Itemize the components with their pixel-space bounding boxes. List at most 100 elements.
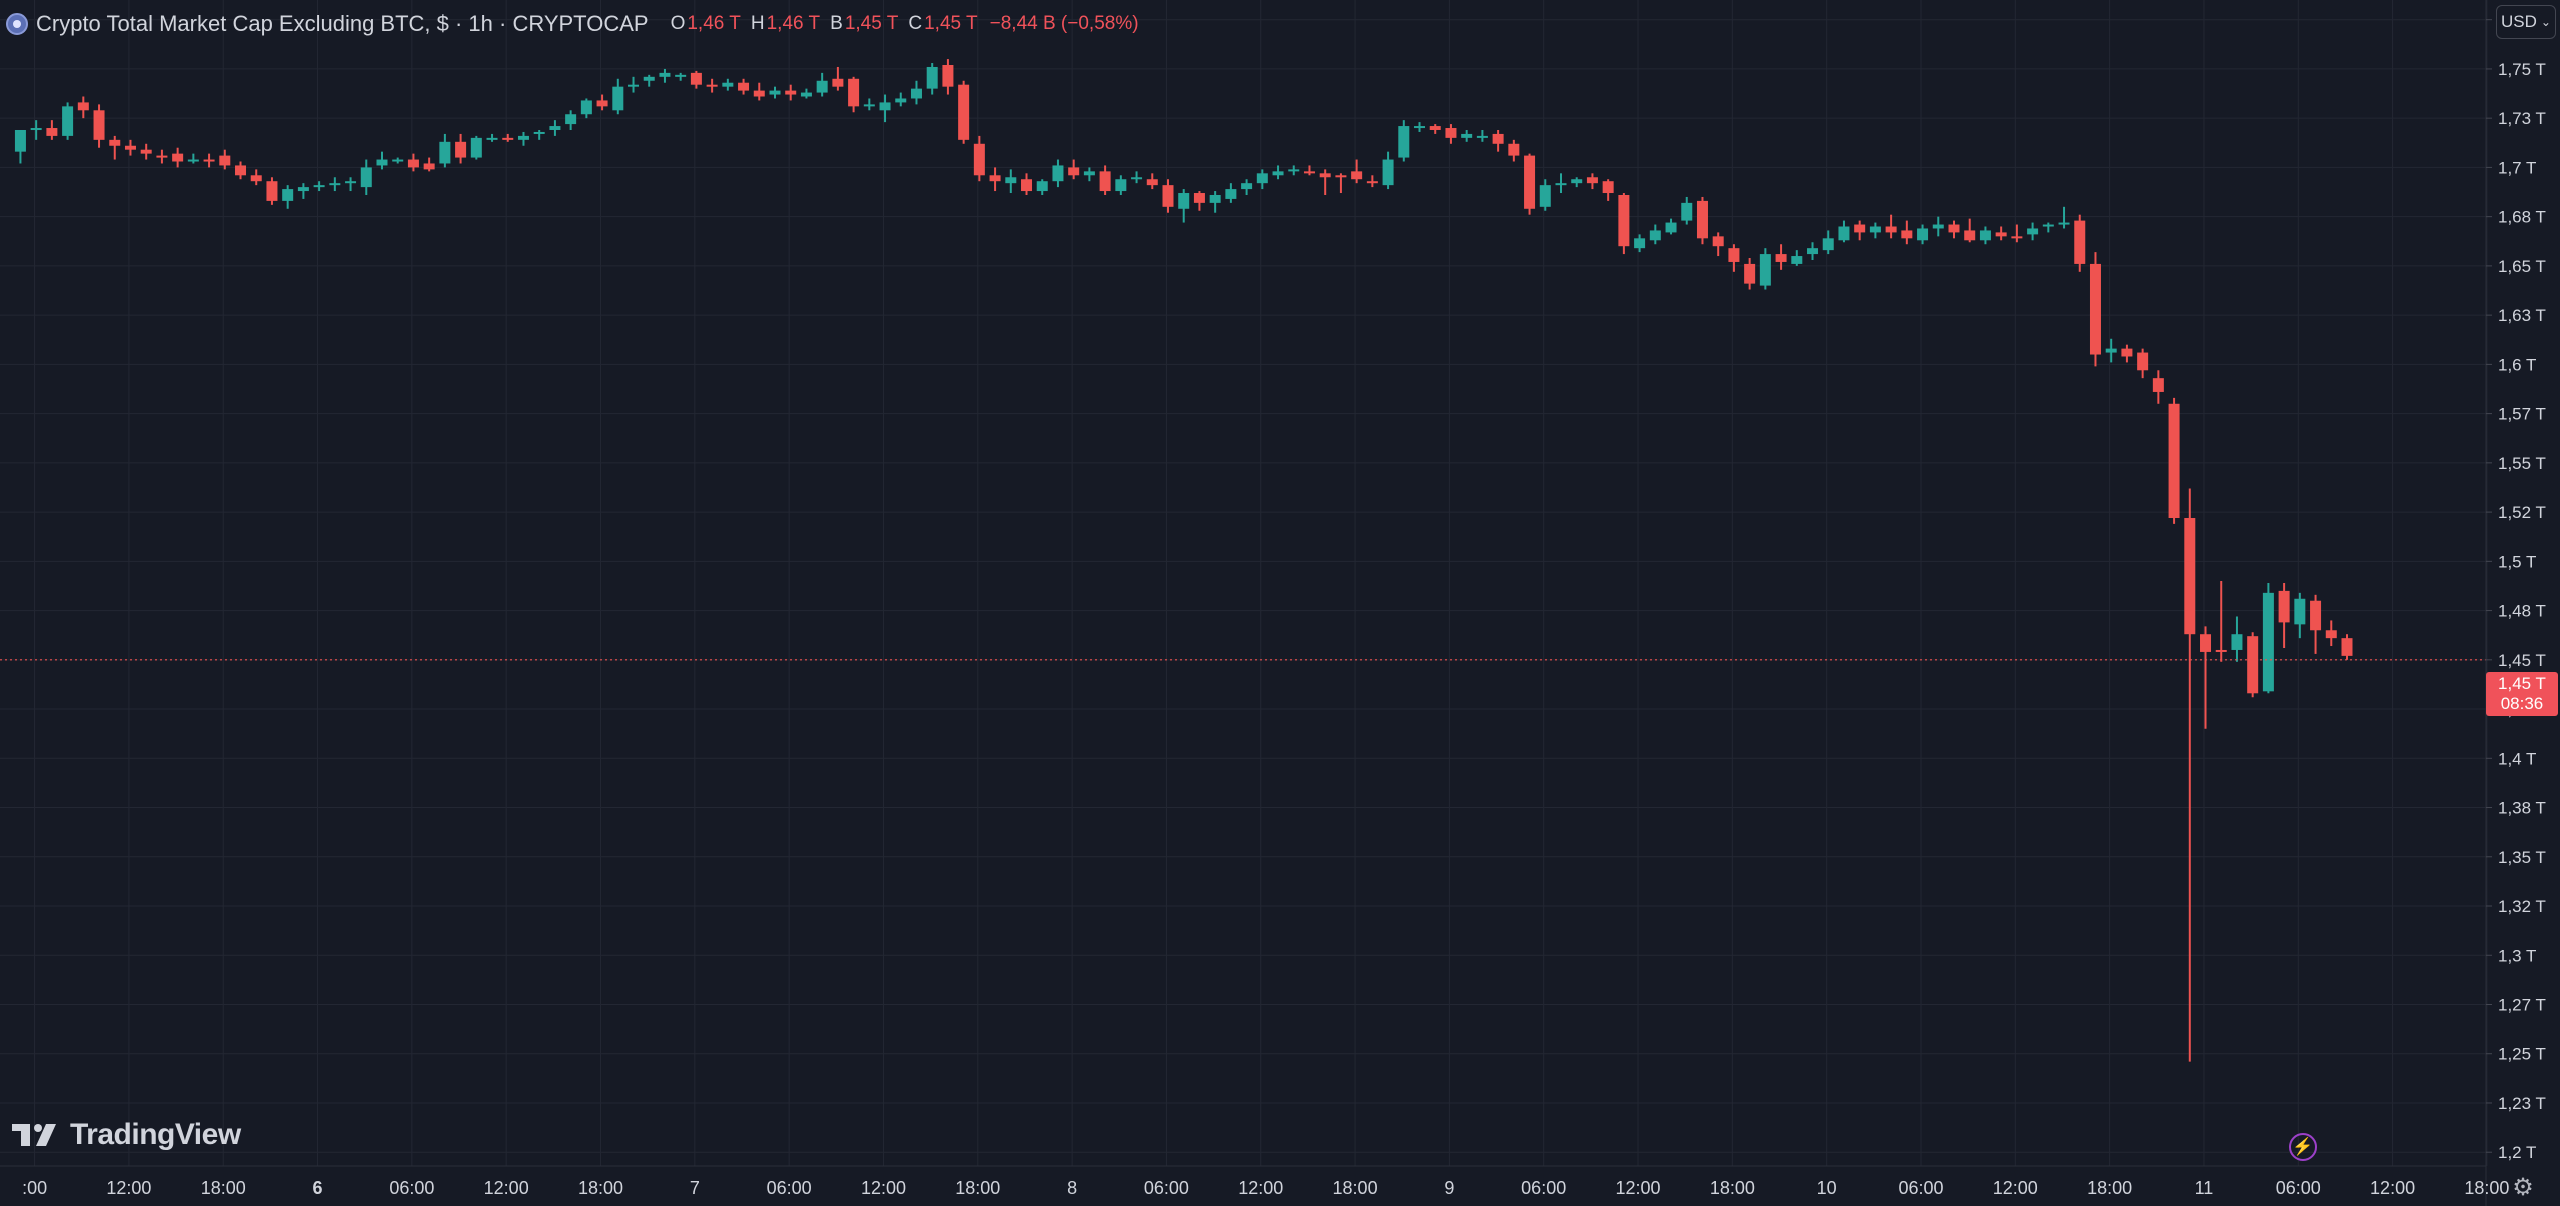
x-tick-label: 18:00 bbox=[1333, 1178, 1378, 1198]
candle-body bbox=[1209, 194, 1221, 203]
candle-body bbox=[423, 163, 435, 170]
time-axis[interactable]: :00 12:00 18:00 6 06:00 12:00 18:00 7 06:00 12:00… bbox=[22, 1178, 2509, 1198]
candle-down bbox=[848, 76, 860, 113]
candle-body bbox=[235, 165, 247, 176]
candle-down bbox=[2341, 634, 2353, 660]
candle-down bbox=[1901, 220, 1913, 245]
candle-up bbox=[1917, 224, 1929, 245]
candle-down bbox=[2247, 632, 2259, 698]
candle-up bbox=[2262, 583, 2274, 694]
x-tick-label: 7 bbox=[690, 1178, 700, 1198]
candle-body bbox=[1429, 126, 1441, 130]
candle-up bbox=[1005, 169, 1017, 194]
candle-down bbox=[2011, 224, 2023, 243]
y-tick-label: 1,32 T bbox=[2498, 897, 2546, 916]
candle-up bbox=[910, 80, 922, 105]
candle-up bbox=[345, 177, 357, 192]
candle-down bbox=[1728, 244, 1740, 272]
candle-body bbox=[2042, 224, 2054, 227]
candle-up bbox=[1807, 242, 1819, 260]
candle-up bbox=[486, 133, 498, 142]
candle-up bbox=[1665, 218, 1677, 235]
candle-body bbox=[675, 74, 687, 77]
candle-up bbox=[1178, 189, 1190, 223]
candle-down bbox=[407, 153, 419, 172]
gear-icon[interactable]: ⚙ bbox=[2512, 1173, 2534, 1201]
candle-up bbox=[612, 78, 624, 115]
candle-body bbox=[1964, 230, 1976, 241]
candle-up bbox=[1225, 183, 1237, 203]
candle-up bbox=[282, 185, 294, 209]
candle-body bbox=[2105, 348, 2117, 353]
y-tick-label: 1,25 T bbox=[2498, 1045, 2546, 1064]
candle-down bbox=[455, 133, 467, 164]
candle-body bbox=[1288, 169, 1300, 172]
candle-body bbox=[282, 189, 294, 201]
candle-body bbox=[470, 137, 482, 158]
candle-down bbox=[958, 80, 970, 144]
candle-down bbox=[1021, 173, 1033, 195]
candle-up bbox=[297, 183, 309, 199]
y-tick-label: 1,63 T bbox=[2498, 306, 2546, 325]
candle-series bbox=[14, 59, 2353, 1062]
candle-body bbox=[1571, 179, 1583, 184]
currency-label: USD bbox=[2501, 12, 2537, 31]
candle-body bbox=[1398, 126, 1410, 158]
candle-body bbox=[643, 76, 655, 81]
y-tick-label: 1,6 T bbox=[2498, 355, 2536, 374]
candle-up bbox=[1759, 248, 1771, 290]
x-tick-label: 12:00 bbox=[2370, 1178, 2415, 1198]
candle-body bbox=[769, 90, 781, 95]
candle-up bbox=[1838, 220, 1850, 243]
tradingview-logo[interactable]: TradingView bbox=[12, 1118, 241, 1152]
candle-body bbox=[455, 141, 467, 158]
candle-body bbox=[1351, 171, 1363, 180]
candle-body bbox=[1005, 177, 1017, 184]
candle-down bbox=[1744, 258, 1756, 290]
candle-body bbox=[1759, 254, 1771, 286]
candle-body bbox=[439, 141, 451, 164]
candle-body bbox=[1775, 254, 1787, 262]
candle-up bbox=[816, 72, 828, 97]
candle-up bbox=[1932, 216, 1944, 237]
candle-down bbox=[1351, 159, 1363, 184]
candle-down bbox=[2168, 397, 2180, 524]
candle-down bbox=[1303, 165, 1315, 176]
candle-down bbox=[1995, 226, 2007, 241]
candle-down bbox=[172, 147, 184, 168]
x-tick-label: 11 bbox=[2195, 1178, 2214, 1198]
candle-body bbox=[1854, 224, 1866, 233]
candle-down bbox=[2089, 252, 2101, 367]
candle-body bbox=[1445, 128, 1457, 138]
candle-down bbox=[942, 59, 954, 95]
candle-down bbox=[109, 135, 121, 160]
candle-body bbox=[2215, 649, 2227, 652]
x-tick-label: 12:00 bbox=[1993, 1178, 2038, 1198]
candle-down bbox=[1524, 153, 1536, 215]
candle-body bbox=[1807, 248, 1819, 255]
candle-up bbox=[533, 129, 545, 140]
candle-down bbox=[1854, 220, 1866, 241]
candle-body bbox=[1178, 193, 1190, 209]
crypto-coin-icon[interactable] bbox=[6, 13, 28, 35]
candle-body bbox=[738, 82, 750, 91]
candle-up bbox=[863, 98, 875, 111]
candle-body bbox=[297, 187, 309, 192]
candle-down bbox=[77, 96, 89, 119]
x-tick-label: 18:00 bbox=[2087, 1178, 2132, 1198]
candle-body bbox=[1649, 230, 1661, 241]
y-tick-label: 1,5 T bbox=[2498, 552, 2536, 571]
y-tick-label: 1,45 T bbox=[2498, 651, 2546, 670]
candle-body bbox=[486, 137, 498, 140]
candle-up bbox=[30, 120, 42, 140]
currency-selector[interactable]: USD ⌄ bbox=[2496, 5, 2556, 39]
candle-up bbox=[1052, 159, 1064, 188]
candle-up bbox=[722, 78, 734, 91]
last-price-tag: 1,45 T 08:36 bbox=[2486, 672, 2558, 716]
candle-body bbox=[2011, 236, 2023, 239]
candle-body bbox=[1241, 183, 1253, 190]
symbol-title[interactable]: Crypto Total Market Cap Excluding BTC, $… bbox=[36, 11, 649, 36]
lightning-icon[interactable]: ⚡ bbox=[2289, 1133, 2317, 1161]
candle-body bbox=[989, 175, 1001, 182]
